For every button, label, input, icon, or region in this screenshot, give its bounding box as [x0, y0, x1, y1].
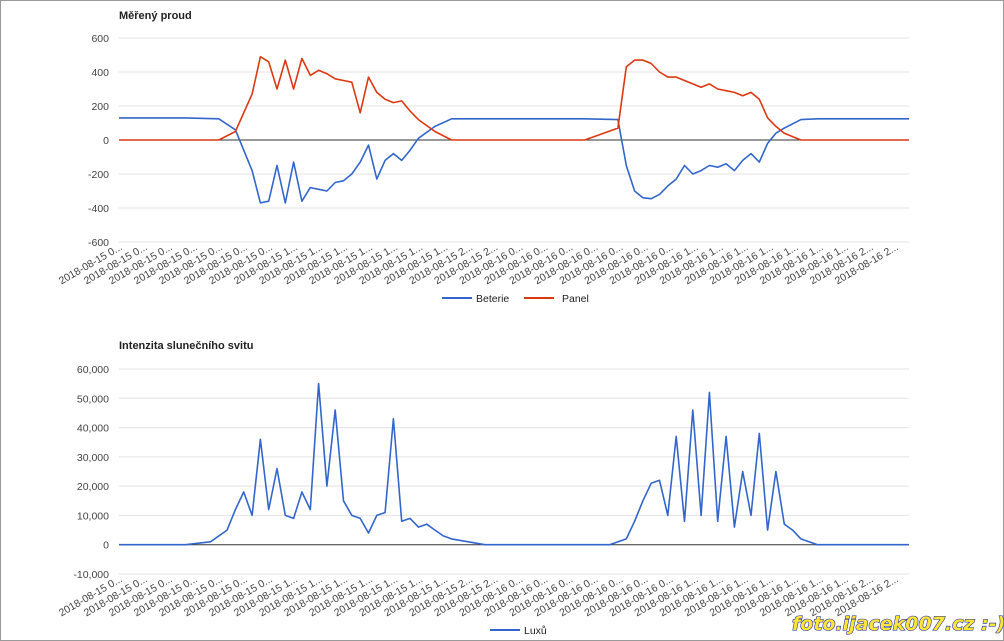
y-tick-label: -200 — [88, 169, 109, 181]
y-tick-label: 40,000 — [77, 423, 109, 435]
x-axis: 2018-08-15 0...2018-08-15 0...2018-08-15… — [57, 241, 901, 287]
series-line-luxu — [119, 382, 909, 546]
y-tick-label: 60,000 — [77, 364, 109, 376]
y-tick-label: -600 — [88, 237, 109, 249]
y-tick-label: 0 — [103, 135, 109, 147]
x-axis: 2018-08-15 0...2018-08-15 0...2018-08-15… — [57, 573, 901, 619]
chart-title: Intenzita slunečního svitu — [119, 340, 253, 352]
sunlight-chart: Intenzita slunečního svitu 60,000 50,000 4… — [57, 340, 909, 637]
y-tick-label: 400 — [91, 67, 109, 79]
legend-label-luxu: Luxů — [524, 625, 547, 637]
series-lines — [119, 55, 909, 204]
y-tick-label: 50,000 — [77, 393, 109, 405]
y-axis: 600 400 200 0 -200 -400 -600 — [88, 33, 109, 249]
series-line-beterie — [119, 117, 909, 204]
series-line-panel — [119, 55, 909, 141]
y-tick-label: 20,000 — [77, 481, 109, 493]
series-lines — [119, 382, 909, 546]
gridlines — [119, 37, 909, 243]
chart-title: Měřený proud — [119, 10, 192, 22]
y-axis: 60,000 50,000 40,000 30,000 20,000 10,000 0 -10… — [73, 364, 109, 581]
y-tick-label: 0 — [103, 540, 109, 552]
y-tick-label: 10,000 — [77, 510, 109, 522]
y-tick-label: -10,000 — [73, 569, 109, 581]
y-tick-label: 200 — [91, 101, 109, 113]
y-tick-label: 600 — [91, 33, 109, 45]
y-tick-label: 30,000 — [77, 452, 109, 464]
current-chart: Měřený proud 600 400 200 0 -200 -400 -600 2018… — [57, 10, 909, 305]
gridlines — [119, 368, 909, 575]
watermark: foto.ijacek007.cz :-) — [792, 613, 1004, 635]
legend: Luxů — [490, 625, 547, 637]
legend-label-panel: Panel — [562, 293, 589, 305]
legend-label-beterie: Beterie — [476, 293, 509, 305]
legend: Beterie Panel — [442, 293, 589, 305]
y-tick-label: -400 — [88, 203, 109, 215]
